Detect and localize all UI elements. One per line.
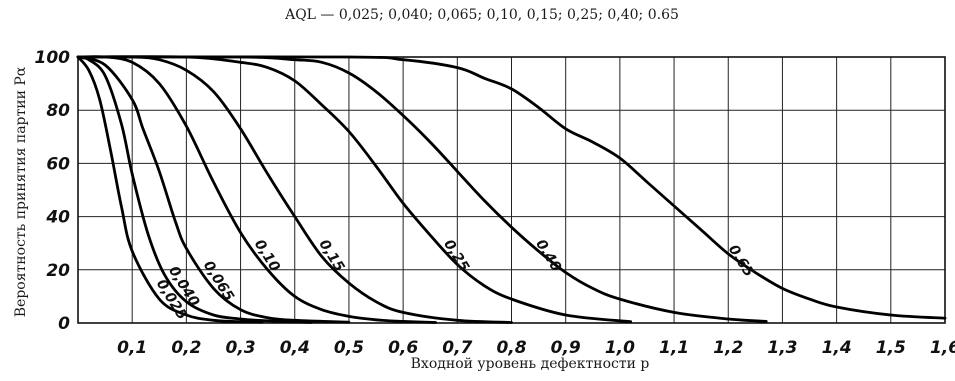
curve-aql-0-065 [76, 55, 351, 324]
curve-aql-0-040 [76, 55, 313, 324]
curves [76, 55, 947, 324]
curve-aql-0-15 [76, 55, 513, 324]
x-tick-label: 0,8 [496, 338, 526, 358]
y-tick-label: 20 [46, 261, 70, 281]
curve-aql-0-65 [76, 55, 947, 320]
y-tick-label: 40 [45, 208, 70, 228]
y-tick-label: 60 [46, 154, 70, 174]
y-tick-label: 0 [58, 314, 70, 334]
x-tick-label: 0,7 [442, 338, 472, 358]
x-tick-label: 0,5 [334, 338, 364, 358]
x-tick-label: 0,4 [280, 338, 310, 358]
curve-aql-0-40 [76, 55, 768, 323]
y-tick-label: 80 [46, 101, 70, 121]
x-tick-label: 1,2 [713, 338, 743, 358]
y-axis-title: Вероятность принятия партии Pα [13, 66, 29, 317]
x-tick-label: 0,1 [117, 338, 147, 358]
curve-label: 0,065 [200, 258, 237, 304]
chart-title: AQL — 0,025; 0,040; 0,065; 0,10, 0,15; 0… [284, 7, 679, 23]
x-tick-label: 1,1 [659, 338, 689, 358]
y-tick-label: 100 [35, 48, 71, 68]
x-axis-title: Входной уровень дефектности p [411, 356, 650, 372]
curve-label: 0,25 [440, 237, 472, 275]
curve-aql-0-025 [76, 55, 264, 324]
curve-aql-0-10 [76, 55, 437, 324]
grid [78, 57, 946, 323]
curve-aql-0-25 [76, 55, 633, 324]
x-tick-label: 0,3 [226, 338, 256, 358]
curve-label: 0,65 [725, 242, 757, 280]
x-tick-label: 1,0 [605, 338, 635, 358]
x-tick-label: 0,2 [171, 338, 201, 358]
x-tick-label: 1,4 [822, 338, 852, 358]
x-tick-label: 1,6 [930, 338, 955, 358]
x-tick-label: 0,9 [551, 338, 581, 358]
x-tick-label: 1,3 [767, 338, 797, 358]
x-tick-label: 1,5 [876, 338, 906, 358]
x-tick-label: 0,6 [388, 338, 418, 358]
tick-labels: 0,1 0,2 0,3 0,4 0,5 0,6 0,7 0,8 0,9 1,0 1,1 1,2 1,3 1… [35, 48, 955, 358]
